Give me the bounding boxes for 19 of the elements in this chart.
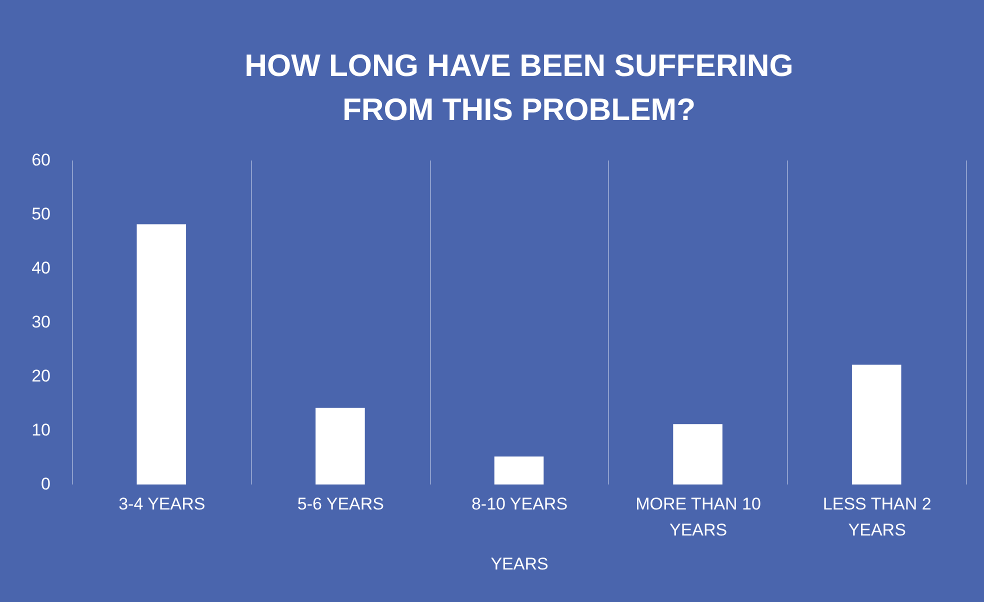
bar [673, 424, 722, 484]
y-tick-label: 60 [32, 150, 50, 170]
y-tick-label: 40 [32, 258, 50, 278]
y-tick-label: 30 [32, 312, 50, 332]
x-tick-label: 3-4 YEARS [118, 494, 206, 514]
bar [136, 224, 186, 484]
x-tick-label: 5-6 YEARS [297, 494, 384, 514]
y-tick-label: 10 [32, 420, 50, 440]
chart-title: HOW LONG HAVE BEEN SUFFERING FROM THIS PROBLEM? [244, 48, 794, 127]
x-tick-label: MORE THAN 10 YEARS [636, 494, 761, 540]
x-tick-label: 8-10 YEARS [471, 494, 568, 514]
x-tick-label: LESS THAN 2 YEARS [822, 494, 932, 540]
y-tick-label: 20 [32, 366, 50, 386]
bar [316, 408, 365, 484]
y-tick-label: 50 [32, 204, 50, 224]
x-axis-title: YEARS [490, 554, 548, 574]
bar [494, 456, 544, 484]
y-tick-label: 0 [41, 474, 50, 494]
bar [852, 364, 902, 484]
